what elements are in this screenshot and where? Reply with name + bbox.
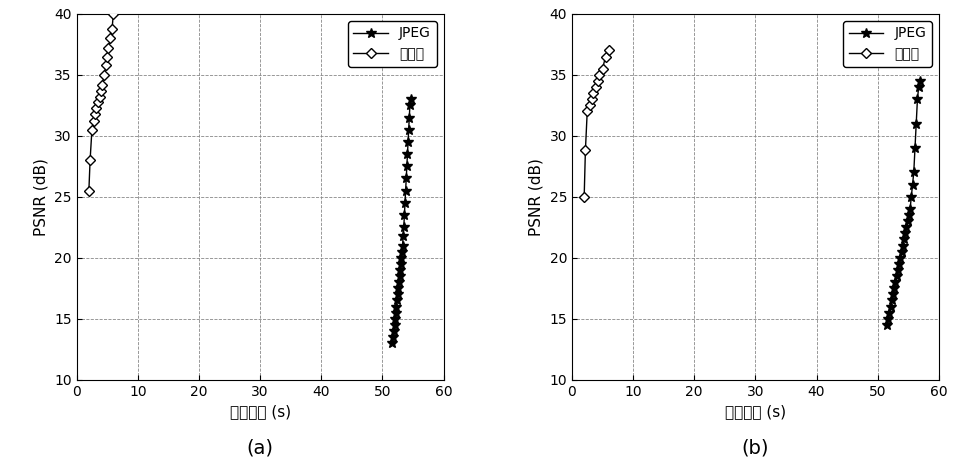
Text: (a): (a) — [246, 438, 274, 457]
Legend: JPEG, 本发明: JPEG, 本发明 — [843, 21, 932, 67]
X-axis label: 编码时间 (s): 编码时间 (s) — [230, 404, 290, 419]
X-axis label: 编码时间 (s): 编码时间 (s) — [725, 404, 786, 419]
Y-axis label: PSNR (dB): PSNR (dB) — [34, 158, 49, 236]
Y-axis label: PSNR (dB): PSNR (dB) — [529, 158, 544, 236]
Text: (b): (b) — [741, 438, 769, 457]
Legend: JPEG, 本发明: JPEG, 本发明 — [348, 21, 437, 67]
